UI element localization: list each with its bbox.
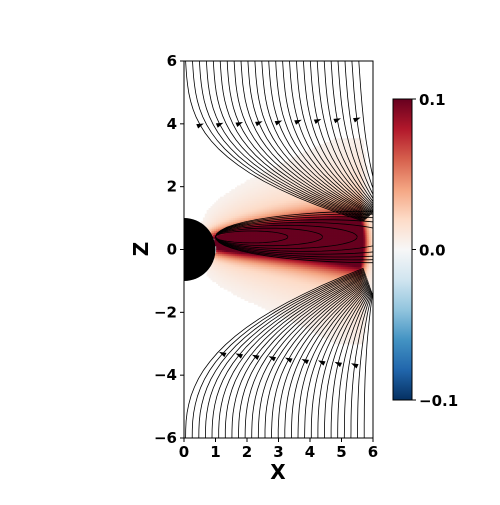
plot-area (153, 61, 500, 438)
